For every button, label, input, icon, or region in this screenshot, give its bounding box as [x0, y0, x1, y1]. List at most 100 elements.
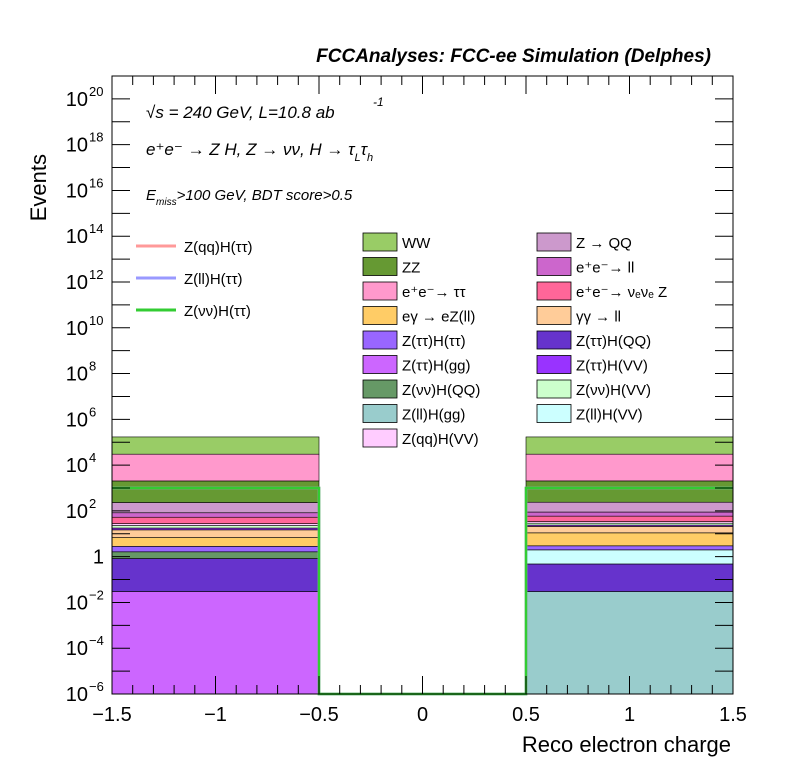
y-tick-label: 10 — [66, 684, 88, 706]
y-tick-label: 10 — [66, 501, 88, 523]
y-tick-label: 10 — [66, 226, 88, 248]
legend-swatch — [362, 428, 398, 448]
process-sub-2: h — [367, 152, 373, 164]
y-tick-label: 10 — [66, 364, 88, 386]
legend-swatch — [536, 281, 572, 301]
legend-label: e⁺e⁻→ ττ — [402, 284, 466, 301]
y-tick-exponent: 12 — [89, 267, 103, 282]
svg-text:√s = 240 GeV, L=10.8 ab: √s = 240 GeV, L=10.8 ab — [146, 103, 335, 122]
legend-signal-label: Z(νν)H(ττ) — [184, 303, 251, 320]
y-tick-exponent: 10 — [89, 313, 103, 328]
process-tau-2: τ — [361, 140, 369, 159]
y-tick-label: 10 — [66, 592, 88, 614]
bar-segment — [111, 558, 320, 592]
legend-label: ZZ — [402, 260, 420, 277]
legend-label: Z(ττ)H(ττ) — [402, 333, 466, 350]
y-tick-label: 10 — [66, 135, 88, 157]
x-tick-label: 0 — [417, 704, 428, 726]
bar-segment — [525, 515, 734, 522]
y-tick-label: 10 — [66, 272, 88, 294]
x-tick-label: 1.5 — [719, 704, 747, 726]
y-tick-label: 10 — [66, 89, 88, 111]
legend-label: Z(ll)H(gg) — [402, 407, 465, 424]
y-tick-exponent: 6 — [89, 404, 96, 419]
legend-label: e⁺e⁻→ ll — [576, 260, 634, 277]
legend-swatch — [362, 330, 398, 350]
y-tick-exponent: −2 — [89, 587, 104, 602]
y-tick-exponent: 14 — [89, 221, 103, 236]
legend-background: WW Z → QQ ZZ e⁺e⁻→ ll e⁺e⁻→ ττ e⁺e⁻→ νₑνₑ Z eγ… — [362, 232, 667, 448]
bar-segment — [525, 532, 734, 547]
x-tick-label: −0.5 — [299, 704, 338, 726]
legend-label: Z → QQ — [576, 235, 632, 252]
legend-swatch — [536, 306, 572, 325]
legend-label: Z(ττ)H(QQ) — [576, 333, 651, 350]
bar-segment — [111, 516, 320, 524]
process-sub-1: L — [355, 152, 361, 164]
bar-segment — [525, 501, 734, 513]
bar-segment — [525, 453, 734, 482]
legend-label: γγ → ll — [576, 309, 621, 326]
legend-label: Z(qq)H(VV) — [402, 431, 479, 448]
legend-label: eγ → eZ(ll) — [402, 309, 475, 326]
bar-segment — [525, 480, 734, 503]
legend-swatch — [362, 232, 398, 252]
x-tick-label: −1.5 — [92, 704, 131, 726]
legend-swatch — [536, 232, 572, 252]
legend-label: Z(ττ)H(VV) — [576, 358, 648, 375]
sqrt-s-label: √s — [146, 103, 164, 122]
svg-text:Emiss>100 GeV, BDT score>0.5: Emiss>100 GeV, BDT score>0.5 — [146, 187, 353, 208]
legend-swatch — [536, 330, 572, 350]
y-tick-label: 10 — [66, 455, 88, 477]
legend-swatch — [362, 404, 398, 423]
bar-segment — [525, 511, 734, 517]
legend-signal: Z(qq)H(ττ) Z(ll)H(ττ) Z(νν)H(ττ) — [136, 239, 253, 320]
y-tick-exponent: 8 — [89, 359, 96, 374]
legend-swatch — [536, 404, 572, 423]
bar-segment — [525, 549, 734, 565]
bar-segment — [111, 512, 320, 518]
legend-swatch — [536, 257, 572, 276]
legend-signal-label: Z(qq)H(ττ) — [184, 239, 253, 256]
x-tick-label: −1 — [204, 704, 227, 726]
legend-swatch — [362, 379, 398, 399]
y-tick-exponent: 16 — [89, 175, 103, 190]
selection-E: E — [146, 187, 157, 204]
energy-lumi-text: = 240 GeV, L=10.8 ab — [164, 103, 335, 122]
y-tick-label: 10 — [66, 409, 88, 431]
chart-title: FCCAnalyses: FCC-ee Simulation (Delphes) — [316, 46, 711, 67]
selection-rest: >100 GeV, BDT score>0.5 — [177, 187, 353, 204]
bar-segment — [525, 563, 734, 592]
legend-signal-label: Z(ll)H(ττ) — [184, 271, 243, 288]
bar-segment — [525, 526, 734, 534]
annotation-selection: Emiss>100 GeV, BDT score>0.5 — [146, 187, 353, 208]
y-tick-label: 10 — [66, 180, 88, 202]
svg-text:e⁺e⁻ → Z H, Z → νν, H → τLτh: e⁺e⁻ → Z H, Z → νν, H → τLτh — [146, 140, 373, 164]
legend-swatch — [536, 379, 572, 399]
bar-segment — [111, 546, 320, 553]
y-tick-label: 10 — [66, 318, 88, 340]
y-tick-label: 10 — [66, 638, 88, 660]
x-tick-label: 0.5 — [512, 704, 540, 726]
legend-swatch — [536, 355, 572, 374]
axes — [111, 75, 734, 695]
bar-segment — [111, 502, 320, 514]
x-tick-label: 1 — [624, 704, 635, 726]
bar-segment — [111, 525, 320, 529]
bar-segment — [111, 551, 320, 559]
annotation-process: e⁺e⁻ → Z H, Z → νν, H → τLτh — [146, 140, 373, 164]
legend-swatch — [362, 306, 398, 325]
legend-label: WW — [402, 235, 431, 252]
bar-segment — [111, 480, 320, 503]
x-axis-label: Reco electron charge — [522, 732, 731, 757]
bar-segment — [111, 529, 320, 538]
y-tick-exponent: 20 — [89, 84, 103, 99]
y-axis-label: Events — [26, 154, 51, 221]
y-tick-exponent: 4 — [89, 450, 96, 465]
annotation-energy-lumi: √s = 240 GeV, L=10.8 ab -1 — [146, 95, 384, 122]
legend-label: Z(ττ)H(gg) — [402, 358, 471, 375]
stacked-bars — [111, 436, 734, 695]
y-tick-exponent: 2 — [89, 496, 96, 511]
